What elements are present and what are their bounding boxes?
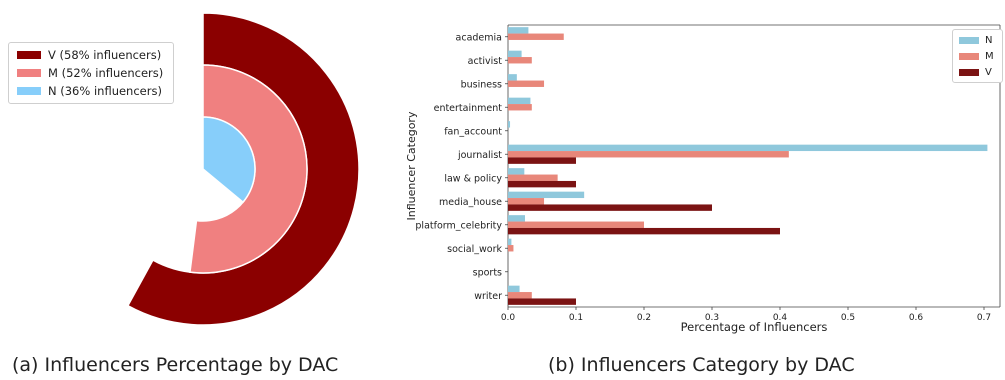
- x-tick-label: 0.1: [569, 313, 583, 323]
- bar-n-social-work: [508, 238, 512, 246]
- legend-swatch: [17, 69, 41, 77]
- legend-swatch: [959, 68, 979, 76]
- x-axis-label: Percentage of Influencers: [681, 320, 828, 334]
- bar-m-academia: [508, 33, 564, 40]
- legend-item-v: V (58% influencers): [17, 47, 161, 63]
- bar-n-platform-celebrity: [508, 215, 525, 222]
- legend-label: V: [985, 66, 992, 78]
- bar-m-social-work: [508, 245, 514, 252]
- legend-item-n: N (36% influencers): [17, 83, 162, 99]
- bar-v-writer: [508, 298, 576, 305]
- legend-label: N: [985, 34, 993, 46]
- bar-legend: N M V: [952, 29, 1003, 83]
- bar-n-business: [508, 74, 517, 81]
- bar-m-activist: [508, 57, 532, 64]
- x-tick-label: 0.0: [501, 313, 516, 323]
- bar-v-media-house: [508, 204, 712, 211]
- category-label: law & policy: [444, 173, 502, 184]
- category-label: business: [461, 79, 502, 90]
- legend-item-n: N: [959, 33, 992, 47]
- bar-v-journalist: [508, 157, 576, 164]
- legend-swatch: [959, 52, 979, 60]
- x-tick-label: 0.4: [773, 313, 788, 323]
- bar-n-law-policy: [508, 168, 525, 175]
- category-label: sports: [473, 267, 502, 278]
- category-label: academia: [456, 32, 502, 43]
- legend-label: V (58% influencers): [48, 48, 162, 62]
- bar-v-law-policy: [508, 180, 576, 188]
- bar-n-entertainment: [508, 97, 531, 105]
- y-axis-label: Influencer Category: [405, 111, 418, 220]
- x-tick-label: 0.5: [841, 313, 855, 323]
- bar-m-journalist: [508, 151, 789, 158]
- legend-swatch: [959, 36, 979, 44]
- legend-item-m: M (52% influencers): [17, 65, 163, 81]
- legend-label: N (36% influencers): [48, 84, 162, 98]
- legend-item-v: V: [959, 65, 992, 79]
- category-label: fan_account: [444, 126, 502, 137]
- legend-item-m: M: [959, 49, 994, 63]
- bar-v-platform-celebrity: [508, 227, 780, 235]
- category-label: media_house: [439, 197, 502, 208]
- legend-swatch: [17, 87, 41, 95]
- x-tick-label: 0.6: [909, 313, 924, 323]
- bar-n-academia: [508, 27, 529, 34]
- caption-a: (a) Influencers Percentage by DAC: [12, 354, 339, 376]
- bar-m-platform-celebrity: [508, 221, 644, 228]
- bar-n-fan-account: [508, 121, 511, 128]
- category-label: social_work: [447, 244, 502, 255]
- category-label: writer: [474, 291, 502, 302]
- category-label: platform_celebrity: [415, 220, 502, 231]
- caption-b: (b) Influencers Category by DAC: [548, 354, 855, 376]
- bar-n-journalist: [508, 144, 988, 152]
- legend-label: M (52% influencers): [48, 66, 164, 80]
- category-label: activist: [468, 56, 503, 67]
- legend-swatch: [17, 51, 41, 59]
- legend-label: M: [985, 50, 994, 62]
- category-label: entertainment: [434, 103, 503, 114]
- category-label: journalist: [457, 150, 502, 161]
- bar-m-writer: [508, 292, 532, 299]
- x-tick-label: 0.3: [705, 313, 719, 323]
- bar-n-media-house: [508, 191, 585, 199]
- x-tick-label: 0.7: [977, 313, 991, 323]
- bar-m-entertainment: [508, 104, 532, 111]
- bar-n-activist: [508, 50, 522, 58]
- bar-n-writer: [508, 285, 520, 293]
- radial-legend: V (58% influencers) M (52% influencers) …: [8, 42, 174, 104]
- ring-n: [202, 116, 256, 204]
- bar-m-media-house: [508, 198, 545, 205]
- bar-m-law-policy: [508, 174, 558, 181]
- x-tick-label: 0.2: [637, 313, 651, 323]
- bar-m-business: [508, 80, 545, 87]
